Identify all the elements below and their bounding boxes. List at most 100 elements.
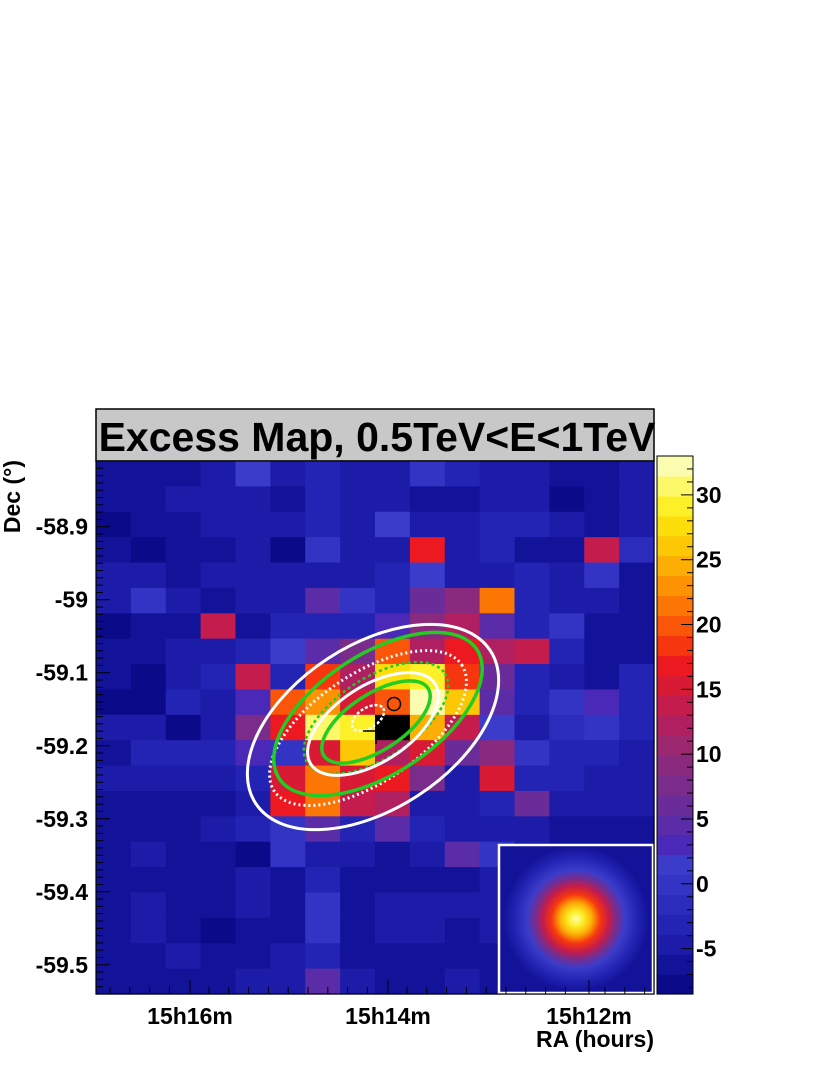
heatmap-cell <box>584 689 620 716</box>
heatmap-cell <box>200 511 237 538</box>
heatmap-cell <box>200 486 237 513</box>
heatmap-cell <box>130 714 167 741</box>
heatmap-cell <box>584 664 620 691</box>
colorbar-swatch <box>657 615 693 636</box>
heatmap-cell <box>514 486 550 513</box>
heatmap-cell <box>549 587 585 614</box>
heatmap-cell <box>444 917 481 944</box>
heatmap-cell <box>200 638 237 665</box>
heatmap-cell <box>444 689 481 716</box>
y-axis: -58.9 -59 -59.1 -59.2 -59.3 -59.4 -59.5 <box>36 467 110 995</box>
heatmap-cell <box>130 867 167 894</box>
heatmap-cell <box>96 841 132 868</box>
colorbar-swatch <box>657 655 693 676</box>
heatmap-cell <box>340 537 376 564</box>
heatmap-cell <box>235 511 271 538</box>
heatmap-cell <box>514 562 550 589</box>
colorbar-tick-label: 20 <box>696 612 722 638</box>
colorbar-swatch <box>657 754 693 776</box>
heatmap-cell <box>235 537 271 564</box>
heatmap-cell <box>235 917 271 944</box>
heatmap-cell <box>584 638 620 665</box>
heatmap-cell <box>96 714 132 741</box>
y-tick-label: -59.1 <box>36 660 89 686</box>
heatmap-cell <box>130 968 167 995</box>
heatmap-cell <box>549 790 585 817</box>
heatmap-cell <box>619 562 655 589</box>
heatmap-cell <box>130 943 167 970</box>
heatmap-cell <box>584 613 620 640</box>
heatmap-cell <box>200 765 237 792</box>
heatmap-cell <box>130 765 167 792</box>
heatmap-cell <box>409 943 446 970</box>
heatmap-cell <box>375 537 411 564</box>
heatmap-cell <box>130 664 167 691</box>
heatmap-cell <box>270 638 306 665</box>
heatmap-cell <box>584 587 620 614</box>
heatmap-cell <box>96 638 132 665</box>
heatmap-cell <box>514 613 550 640</box>
colorbar-swatch <box>657 854 693 876</box>
heatmap-cell <box>340 892 376 919</box>
heatmap-cell <box>514 714 550 741</box>
colorbar-tick-label: 5 <box>696 806 709 832</box>
heatmap-cell <box>235 867 271 894</box>
colorbar-swatch <box>657 874 693 895</box>
heatmap-cell <box>584 486 620 513</box>
heatmap-cell <box>340 943 376 970</box>
heatmap-cell <box>584 562 620 589</box>
colorbar-swatch <box>657 515 693 537</box>
chart-title: Excess Map, 0.5TeV<E<1TeV <box>99 414 657 460</box>
colorbar-swatch <box>657 635 693 656</box>
heatmap-cell <box>375 562 411 589</box>
heatmap-cell <box>165 587 202 614</box>
heatmap-cell <box>96 816 132 843</box>
heatmap-cell <box>409 638 446 665</box>
heatmap-cell <box>200 790 237 817</box>
heatmap-cell <box>514 587 550 614</box>
heatmap-cell <box>549 765 585 792</box>
heatmap-cell <box>375 816 411 843</box>
heatmap-cell <box>200 461 237 487</box>
colorbar: -5 0 5 10 15 20 25 30 <box>656 455 722 995</box>
heatmap-cell <box>165 765 202 792</box>
heatmap-cell <box>375 511 411 538</box>
heatmap-cell <box>340 587 376 614</box>
heatmap-cell <box>305 841 341 868</box>
heatmap-cell <box>340 917 376 944</box>
colorbar-swatch <box>657 595 693 617</box>
heatmap-cell <box>130 892 167 919</box>
heatmap-cell <box>130 841 167 868</box>
heatmap-cell <box>619 486 655 513</box>
heatmap-cell <box>375 689 411 716</box>
heatmap-cell <box>340 841 376 868</box>
heatmap-cell <box>96 917 132 944</box>
colorbar-swatch <box>657 834 693 856</box>
heatmap-cell <box>235 562 271 589</box>
y-tick-label: -59.2 <box>36 733 88 759</box>
heatmap-cell <box>619 765 655 792</box>
white-ellipse-inner <box>306 671 440 777</box>
heatmap-cell <box>130 562 167 589</box>
heatmap-cell <box>305 867 341 894</box>
x-axis-label: RA (hours) <box>536 1026 654 1052</box>
heatmap-cell <box>479 537 516 564</box>
title-box <box>95 408 655 462</box>
colorbar-swatch <box>657 954 693 975</box>
colorbar-swatch <box>657 575 693 597</box>
heatmap-cell <box>409 562 446 589</box>
heatmap-cell <box>409 917 446 944</box>
heatmap-cell <box>235 664 271 691</box>
heatmap-cell <box>235 461 271 487</box>
colorbar-swatch <box>657 974 693 995</box>
heatmap-cell <box>96 867 132 894</box>
heatmap-cell <box>479 461 516 487</box>
heatmap-cell <box>200 613 237 640</box>
heatmap-cell <box>340 511 376 538</box>
heatmap-cell <box>305 765 341 792</box>
heatmap-cell <box>479 562 516 589</box>
outer-white-ellipse <box>245 622 501 832</box>
heatmap-cell <box>235 689 271 716</box>
heatmap-cell <box>479 816 516 843</box>
heatmap-cell <box>305 562 341 589</box>
